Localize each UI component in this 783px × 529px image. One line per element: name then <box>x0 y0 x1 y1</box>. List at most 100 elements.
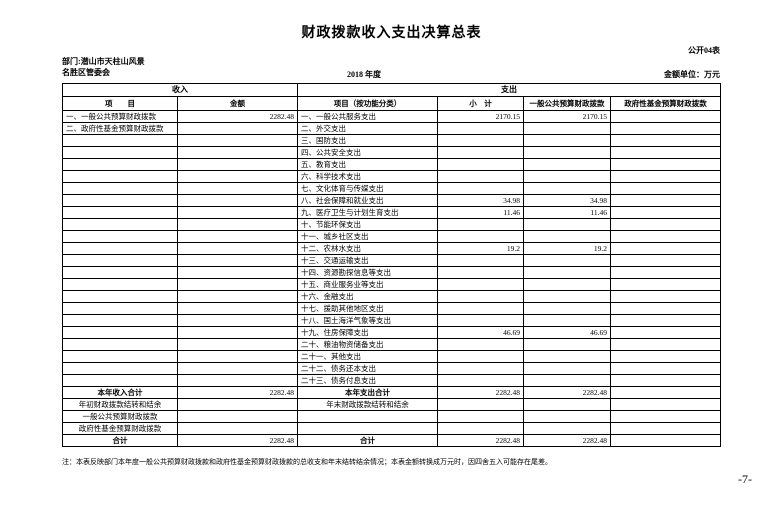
expense-subtotal-cell: 19.2 <box>437 242 524 255</box>
expense-gov-fund-cell <box>610 134 721 147</box>
col-header-gov-fund: 政府性基金预算财政拨款 <box>610 96 721 111</box>
expense-gov-fund-cell <box>610 230 721 243</box>
col-header-general-budget: 一般公共预算财政拨款 <box>523 96 611 111</box>
expense-gov-fund-cell <box>610 302 721 315</box>
expense-subtotal-cell <box>437 290 524 303</box>
expense-subtotal-cell <box>437 410 524 423</box>
expense-subtotal-cell <box>437 302 524 315</box>
expense-gov-fund-cell <box>610 362 721 375</box>
expense-item-cell: 合计 <box>297 434 438 447</box>
table-row: 十一、城乡社区支出 <box>62 230 721 243</box>
expense-subtotal-cell: 46.69 <box>437 326 524 339</box>
expense-gov-fund-cell <box>610 410 721 423</box>
income-item-cell: 二、政府性基金预算财政拨款 <box>62 122 178 135</box>
expense-general-budget-cell <box>523 362 611 375</box>
table-row: 十八、国土海洋气象等支出 <box>62 314 721 327</box>
expense-subtotal-cell <box>437 278 524 291</box>
fiscal-year-label: 2018 年度 <box>347 70 381 79</box>
expense-item-cell: 四、公共安全支出 <box>297 146 438 159</box>
expense-subtotal-cell: 2170.15 <box>437 110 524 123</box>
table-row: 二十二、债务还本支出 <box>62 362 721 375</box>
amount-unit-label: 金额单位：万元 <box>664 70 720 79</box>
income-item-cell: 本年收入合计 <box>62 386 178 399</box>
expense-gov-fund-cell <box>610 254 721 267</box>
income-item-cell <box>62 290 178 303</box>
income-item-cell <box>62 218 178 231</box>
expense-item-cell <box>297 422 438 435</box>
table-code-label: 公开04表 <box>688 46 720 55</box>
income-amount-cell: 2282.48 <box>177 110 298 123</box>
expense-subtotal-cell: 11.46 <box>437 206 524 219</box>
expense-item-cell: 十七、援助其他地区支出 <box>297 302 438 315</box>
expense-general-budget-cell <box>523 290 611 303</box>
expense-item-cell: 六、科学技术支出 <box>297 170 438 183</box>
table-row: 五、教育支出 <box>62 158 721 171</box>
table-row: 本年收入合计 2282.48 本年支出合计 2282.48 2282.48 <box>62 386 721 399</box>
expense-gov-fund-cell <box>610 278 721 291</box>
income-item-cell <box>62 266 178 279</box>
income-item-cell: 一般公共预算财政拨款 <box>62 410 178 423</box>
income-item-cell <box>62 338 178 351</box>
table-body: 一、一般公共预算财政拨款 2282.48 一、一般公共服务支出 2170.15 2170… <box>62 110 721 447</box>
col-header-income-item: 项 目 <box>62 96 178 111</box>
expense-gov-fund-cell <box>610 434 721 447</box>
expense-item-cell <box>297 410 438 423</box>
final-account-table: 收入 支出 项 目 金额 项目（按功能分类） 小 计 一般公共预算财政拨款 政府… <box>62 83 721 447</box>
expense-gov-fund-cell <box>610 398 721 411</box>
expense-gov-fund-cell <box>610 290 721 303</box>
table-row: 二十三、债务付息支出 <box>62 374 721 387</box>
expense-item-cell: 十三、交通运输支出 <box>297 254 438 267</box>
expense-subtotal-cell <box>437 230 524 243</box>
table-row: 十六、金融支出 <box>62 290 721 303</box>
expense-subtotal-cell <box>437 314 524 327</box>
income-item-cell <box>62 326 178 339</box>
department-label: 部门:潜山市天柱山风景 名胜区管委会 <box>62 56 145 78</box>
footnote: 注：本表反映部门本年度一般公共预算财政拨款和政府性基金预算财政拨款的总收支和年末… <box>62 458 552 466</box>
table-row: 二十、粮油物资储备支出 <box>62 338 721 351</box>
expense-item-cell: 八、社会保障和就业支出 <box>297 194 438 207</box>
expense-item-cell: 十二、农林水支出 <box>297 242 438 255</box>
expense-subtotal-cell <box>437 182 524 195</box>
income-item-cell: 政府性基金预算财政拨款 <box>62 422 178 435</box>
income-amount-cell <box>177 206 298 219</box>
expense-subtotal-cell <box>437 362 524 375</box>
income-amount-cell <box>177 158 298 171</box>
table-row: 合计 2282.48 合计 2282.48 2282.48 <box>62 434 721 447</box>
expense-general-budget-cell: 34.98 <box>523 194 611 207</box>
expense-gov-fund-cell <box>610 242 721 255</box>
expense-general-budget-cell <box>523 182 611 195</box>
expense-item-cell: 二十三、债务付息支出 <box>297 374 438 387</box>
expense-gov-fund-cell <box>610 182 721 195</box>
table-row: 政府性基金预算财政拨款 <box>62 422 721 435</box>
expense-subtotal-cell <box>437 398 524 411</box>
expense-item-cell: 二、外交支出 <box>297 122 438 135</box>
income-amount-cell <box>177 362 298 375</box>
expense-subtotal-cell <box>437 338 524 351</box>
expense-subtotal-cell <box>437 158 524 171</box>
table-row: 六、科学技术支出 <box>62 170 721 183</box>
expense-item-cell: 十一、城乡社区支出 <box>297 230 438 243</box>
col-header-subtotal: 小 计 <box>437 96 524 111</box>
page-number: -7- <box>738 472 752 486</box>
income-amount-cell <box>177 230 298 243</box>
income-amount-cell: 2282.48 <box>177 434 298 447</box>
expense-gov-fund-cell <box>610 386 721 399</box>
expense-general-budget-cell <box>523 278 611 291</box>
income-amount-cell <box>177 146 298 159</box>
expense-general-budget-cell: 11.46 <box>523 206 611 219</box>
table-row: 十七、援助其他地区支出 <box>62 302 721 315</box>
expense-general-budget-cell <box>523 422 611 435</box>
expense-item-cell: 十四、资源勘探信息等支出 <box>297 266 438 279</box>
expense-general-budget-cell <box>523 158 611 171</box>
expense-item-cell: 十八、国土海洋气象等支出 <box>297 314 438 327</box>
expense-subtotal-cell <box>437 254 524 267</box>
expense-general-budget-cell: 2170.15 <box>523 110 611 123</box>
column-header-row: 项 目 金额 项目（按功能分类） 小 计 一般公共预算财政拨款 政府性基金预算财… <box>62 96 721 111</box>
expense-subtotal-cell <box>437 350 524 363</box>
expense-gov-fund-cell <box>610 206 721 219</box>
income-amount-cell <box>177 134 298 147</box>
col-header-expense-item: 项目（按功能分类） <box>297 96 438 111</box>
expense-gov-fund-cell <box>610 170 721 183</box>
expense-general-budget-cell <box>523 230 611 243</box>
expense-item-cell: 九、医疗卫生与计划生育支出 <box>297 206 438 219</box>
